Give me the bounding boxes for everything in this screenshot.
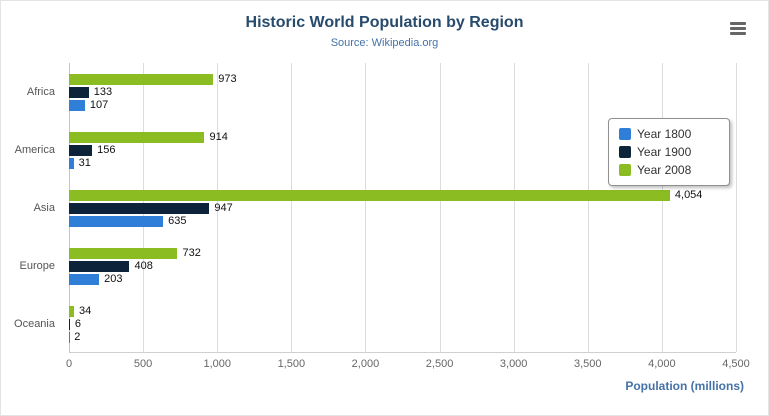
gridline	[513, 63, 515, 352]
legend-swatch-icon	[619, 128, 631, 140]
bar-europe-year-2008[interactable]	[69, 247, 178, 259]
x-tick-label: 3,000	[499, 358, 528, 370]
value-label: 914	[209, 131, 228, 143]
bar-row: 133	[69, 86, 736, 98]
bar-africa-year-1800[interactable]	[69, 99, 85, 111]
bar-europe-year-1800[interactable]	[69, 273, 100, 285]
bar-oceania-year-2008[interactable]	[69, 305, 75, 317]
hamburger-line	[730, 27, 746, 30]
legend: Year 1800 Year 1900 Year 2008	[608, 118, 730, 186]
value-label: 2	[74, 331, 81, 343]
bar-row: 408	[69, 260, 736, 272]
bar-asia-year-2008[interactable]	[69, 189, 670, 201]
bar-group-asia: 4,054 947 635	[69, 179, 736, 237]
value-label: 6	[74, 318, 81, 330]
bar-row: 4,054	[69, 189, 736, 201]
bar-row: 947	[69, 202, 736, 214]
bar-oceania-year-1900[interactable]	[69, 318, 70, 330]
hamburger-line	[730, 32, 746, 35]
value-label: 107	[89, 99, 109, 111]
bar-row: 34	[69, 305, 736, 317]
bar-row: 2	[69, 331, 736, 343]
bar-row: 914	[69, 131, 736, 143]
legend-swatch-icon	[619, 164, 631, 176]
value-label: 34	[79, 305, 92, 317]
gridline	[661, 63, 663, 352]
legend-label: Year 1900	[637, 145, 692, 159]
x-tick-label: 4,000	[648, 358, 676, 370]
value-label: 4,054	[674, 189, 703, 201]
value-label: 203	[104, 273, 123, 285]
value-label: 947	[214, 202, 233, 214]
bar-africa-year-1900[interactable]	[69, 86, 89, 98]
bar-row: 156	[69, 144, 736, 156]
hamburger-line	[730, 22, 746, 25]
value-label: 732	[182, 247, 201, 259]
category-label-europe: Europe	[19, 260, 55, 272]
bar-row: 635	[69, 215, 736, 227]
bar-america-year-1800[interactable]	[69, 157, 74, 169]
legend-item-year-2008[interactable]: Year 2008	[619, 161, 719, 179]
x-tick-label: 2,000	[351, 358, 380, 370]
x-tick-label: 1,000	[203, 358, 231, 370]
x-tick-label: 4,500	[722, 358, 750, 370]
legend-item-year-1800[interactable]: Year 1800	[619, 125, 719, 143]
bar-row: 973	[69, 73, 736, 85]
x-tick-label: 0	[65, 358, 73, 370]
value-label: 31	[78, 157, 91, 169]
legend-item-year-1900[interactable]: Year 1900	[619, 143, 719, 161]
category-label-africa: Africa	[26, 86, 55, 98]
bar-europe-year-1900[interactable]	[69, 260, 130, 272]
bar-row: 732	[69, 247, 736, 259]
bar-africa-year-2008[interactable]	[69, 73, 214, 85]
plot-area: 973 133 107 914 156 31 4,054 947 635 732 408 203 34 6…	[69, 63, 737, 353]
x-tick-label: 3,500	[574, 358, 602, 370]
chart-title: Historic World Population by Region	[245, 14, 524, 31]
bar-group-africa: 973 133 107	[69, 63, 736, 121]
value-axis-labels: 0 500 1,000 1,500 2,000 2,500 3,000 3,500 4,000 4…	[65, 358, 750, 374]
value-label: 635	[168, 215, 187, 227]
gridline	[439, 63, 441, 352]
chart-subtitle: Source: Wikipedia.org	[330, 37, 439, 49]
bar-row: 107	[69, 99, 736, 111]
value-label: 973	[218, 73, 237, 85]
bar-america-year-1900[interactable]	[69, 144, 93, 156]
gridline	[587, 63, 589, 352]
x-tick-label: 1,500	[277, 358, 306, 370]
gridline	[291, 63, 293, 352]
bar-group-america: 914 156 31	[69, 121, 736, 179]
bar-asia-year-1900[interactable]	[69, 202, 210, 214]
category-label-asia: Asia	[33, 202, 55, 214]
legend-label: Year 1800	[637, 127, 692, 141]
x-tick-label: 2,500	[425, 358, 454, 370]
bar-group-oceania: 34 6 2	[69, 295, 736, 353]
legend-label: Year 2008	[637, 163, 692, 177]
gridline	[365, 63, 367, 352]
bar-row: 203	[69, 273, 736, 285]
gridline	[736, 63, 737, 352]
value-label: 408	[134, 260, 153, 272]
bar-row: 31	[69, 157, 736, 169]
legend-swatch-icon	[619, 146, 631, 158]
bar-row: 6	[69, 318, 736, 330]
bar-america-year-2008[interactable]	[69, 131, 205, 143]
x-axis-title: Population (millions)	[625, 379, 744, 393]
category-label-oceania: Oceania	[14, 318, 55, 330]
gridline	[217, 63, 219, 352]
category-label-america: America	[14, 144, 55, 156]
category-axis-labels: Africa America Asia Europe Oceania	[1, 63, 63, 353]
x-tick-label: 500	[133, 358, 153, 370]
value-label: 133	[93, 86, 113, 98]
hamburger-menu-icon[interactable]	[730, 22, 746, 35]
bar-asia-year-1800[interactable]	[69, 215, 164, 227]
bar-group-europe: 732 408 203	[69, 237, 736, 295]
value-label: 156	[97, 144, 116, 156]
